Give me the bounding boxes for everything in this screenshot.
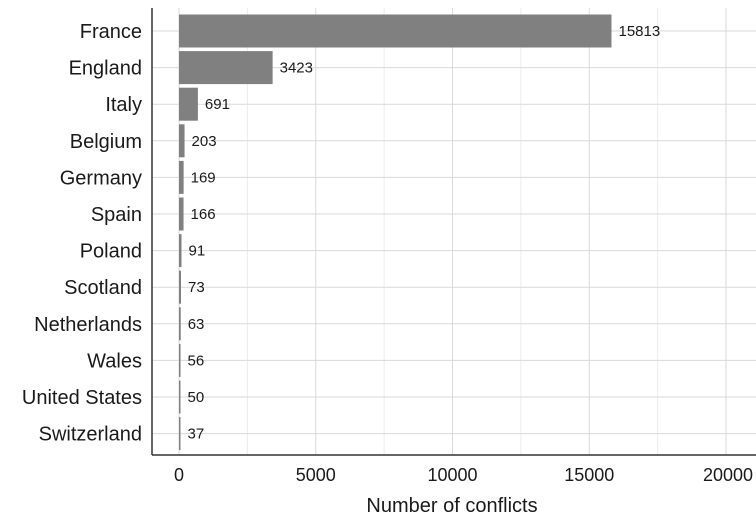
category-label-italy: Italy xyxy=(105,94,142,116)
bar-united-states xyxy=(179,381,181,414)
category-label-wales: Wales xyxy=(87,350,142,372)
labels: 15813 France 3423 England 691 Italy 203 Belgium… xyxy=(22,21,753,485)
value-label-netherlands: 63 xyxy=(188,316,205,333)
category-label-netherlands: Netherlands xyxy=(34,314,142,336)
x-tick-label-5000: 5000 xyxy=(296,465,336,485)
value-label-poland: 91 xyxy=(188,243,205,260)
value-label-wales: 56 xyxy=(188,352,205,369)
category-label-switzerland: Switzerland xyxy=(39,424,142,446)
bar-netherlands xyxy=(179,307,181,340)
bar-scotland xyxy=(179,271,181,304)
bar-belgium xyxy=(179,124,185,157)
category-label-belgium: Belgium xyxy=(70,131,142,153)
bar-switzerland xyxy=(179,417,181,450)
value-label-belgium: 203 xyxy=(192,133,217,150)
x-tick-label-0: 0 xyxy=(174,465,184,485)
bar-poland xyxy=(179,234,181,267)
value-label-switzerland: 37 xyxy=(188,426,205,443)
x-tick-label-20000: 20000 xyxy=(703,465,753,485)
category-label-spain: Spain xyxy=(91,204,142,226)
value-label-france: 15813 xyxy=(618,23,660,40)
x-axis-title: Number of conflicts xyxy=(366,495,537,517)
bar-italy xyxy=(179,88,198,121)
bar-wales xyxy=(179,344,181,377)
value-label-scotland: 73 xyxy=(188,279,205,296)
category-label-england: England xyxy=(69,58,142,80)
x-tick-label-15000: 15000 xyxy=(564,465,614,485)
value-label-italy: 691 xyxy=(205,96,230,113)
bars xyxy=(179,15,611,451)
value-label-germany: 169 xyxy=(191,169,216,186)
category-label-germany: Germany xyxy=(60,167,142,189)
category-label-france: France xyxy=(80,21,142,43)
x-tick-label-10000: 10000 xyxy=(427,465,477,485)
bar-spain xyxy=(179,198,184,231)
bar-france xyxy=(179,15,611,48)
value-label-england: 3423 xyxy=(280,60,313,77)
value-label-spain: 166 xyxy=(191,206,216,223)
category-label-poland: Poland xyxy=(80,241,142,263)
category-label-united-states: United States xyxy=(22,387,142,409)
bar-england xyxy=(179,51,273,84)
bar-germany xyxy=(179,161,184,194)
value-label-united-states: 50 xyxy=(188,389,205,406)
category-label-scotland: Scotland xyxy=(64,277,142,299)
